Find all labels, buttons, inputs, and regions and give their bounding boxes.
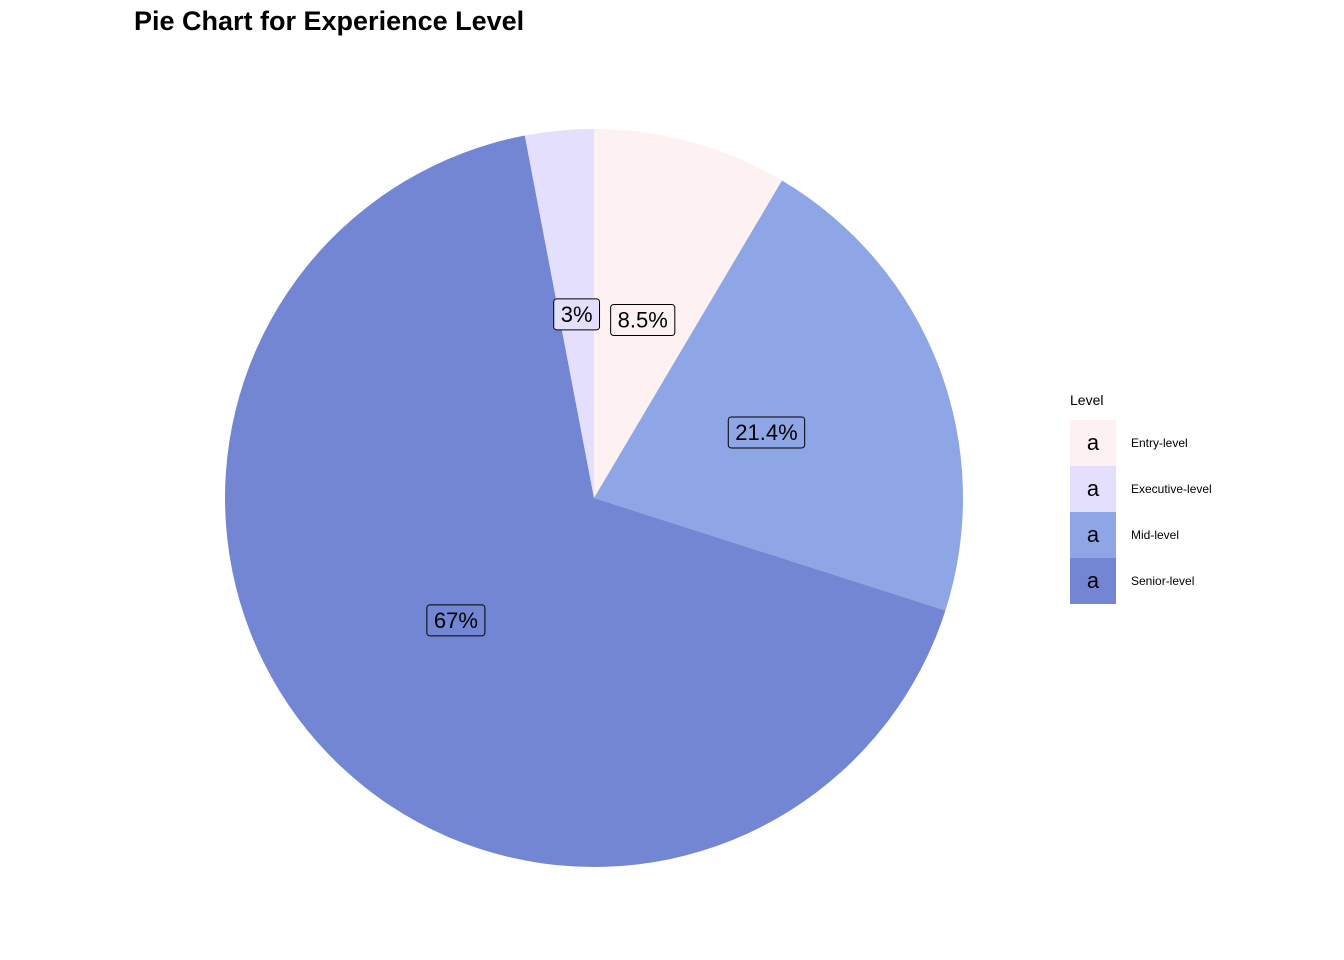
slice-label-mid-level: 21.4% [727, 416, 806, 449]
slice-label-entry-level: 8.5% [610, 304, 676, 337]
pie-slice-senior-level [224, 135, 946, 867]
legend-item-mid-level: a Mid-level [1070, 512, 1212, 558]
slice-label-senior-level: 67% [426, 604, 486, 637]
pie-slice-entry-level [594, 129, 783, 498]
slice-label-text: 67% [434, 608, 478, 633]
slice-label-box [727, 416, 806, 449]
legend-key: a [1070, 466, 1116, 512]
legend-item-senior-level: a Senior-level [1070, 558, 1212, 604]
slice-label-box [553, 298, 601, 331]
slice-label-text: 21.4% [735, 420, 797, 445]
legend-label: Senior-level [1131, 574, 1195, 588]
legend-key: a [1070, 558, 1116, 604]
legend-title: Level [1070, 392, 1104, 408]
legend-label: Entry-level [1131, 436, 1188, 450]
legend: Level a Entry-level a Executive-level a Mid-l… [1070, 390, 1212, 604]
pie-slice-mid-level [594, 180, 963, 611]
legend-label: Mid-level [1131, 528, 1180, 542]
chart-title: Pie Chart for Experience Level [134, 6, 525, 36]
legend-label: Executive-level [1131, 482, 1212, 496]
pie-slice-labels: 8.5% 21.4% 67% 3% [426, 298, 806, 637]
legend-key: a [1070, 420, 1116, 466]
slice-label-executive-level: 3% [553, 298, 601, 331]
legend-key: a [1070, 512, 1116, 558]
pie-slices [224, 129, 963, 867]
slice-label-text: 8.5% [618, 308, 668, 333]
slice-label-text: 3% [561, 302, 593, 327]
legend-items: a Entry-level a Executive-level a Mid-level a S… [1070, 420, 1212, 604]
legend-item-executive-level: a Executive-level [1070, 466, 1212, 512]
legend-item-entry-level: a Entry-level [1070, 420, 1212, 466]
slice-label-box [610, 304, 676, 337]
slice-label-box [426, 604, 486, 637]
